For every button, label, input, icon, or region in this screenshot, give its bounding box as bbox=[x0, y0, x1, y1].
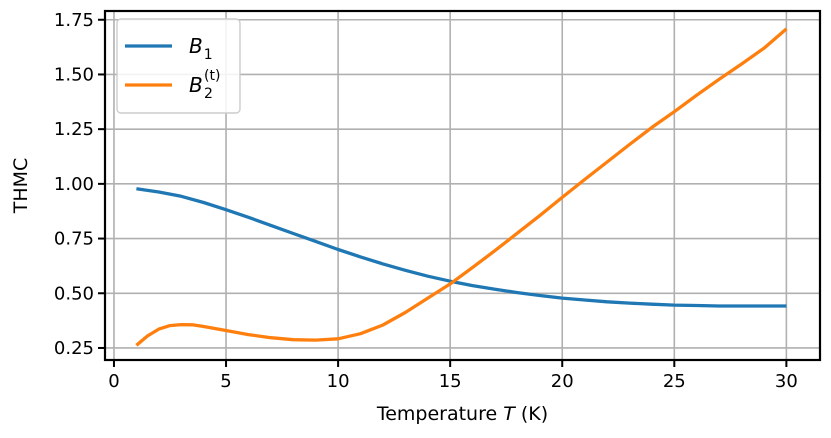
legend-label-2: B(t) 2 bbox=[189, 68, 220, 102]
legend-label-sub: 1 bbox=[204, 47, 213, 63]
y-tick-label: 0.25 bbox=[54, 338, 94, 359]
y-tick-label: 1.25 bbox=[54, 119, 94, 140]
y-tick-label: 1.75 bbox=[54, 10, 94, 31]
x-axis-label-var: T bbox=[503, 403, 516, 425]
x-tick-label: 20 bbox=[551, 371, 574, 392]
legend-label-sup: (t) bbox=[204, 68, 220, 84]
x-tick-label: 25 bbox=[663, 371, 686, 392]
plot-frame bbox=[103, 9, 822, 362]
x-axis-label-pre: Temperature bbox=[376, 403, 503, 425]
x-axis-label-post: (K) bbox=[515, 403, 548, 425]
series-line-2 bbox=[135, 27, 788, 347]
axis-ticks: 0 5 10 15 20 25 30 0.25 0.50 0.75 1.00 1.25 1.50 1.75 bbox=[54, 10, 798, 392]
legend-frame bbox=[116, 18, 241, 114]
y-tick-label: 1.00 bbox=[54, 174, 94, 195]
y-tick-label: 1.50 bbox=[54, 64, 94, 85]
legend-label-base: B bbox=[189, 34, 203, 58]
legend-label-1: B1 bbox=[189, 34, 213, 63]
x-tick-label: 10 bbox=[327, 371, 350, 392]
y-tick-label: 0.50 bbox=[54, 283, 94, 304]
legend-label-base: B bbox=[189, 73, 203, 97]
x-tick-label: 30 bbox=[775, 371, 798, 392]
x-tick-label: 0 bbox=[108, 371, 119, 392]
x-tick-label: 5 bbox=[220, 371, 231, 392]
legend-label-sub: 2 bbox=[204, 86, 213, 102]
grid bbox=[105, 11, 820, 360]
y-tick-label: 0.75 bbox=[54, 229, 94, 250]
series-line-1 bbox=[136, 187, 787, 308]
x-axis-label: Temperature T (K) bbox=[376, 403, 548, 425]
y-axis-label: THMC bbox=[10, 158, 32, 215]
x-tick-label: 15 bbox=[439, 371, 462, 392]
legend: B1B(t) 2 bbox=[116, 18, 241, 114]
series-lines bbox=[135, 27, 788, 347]
